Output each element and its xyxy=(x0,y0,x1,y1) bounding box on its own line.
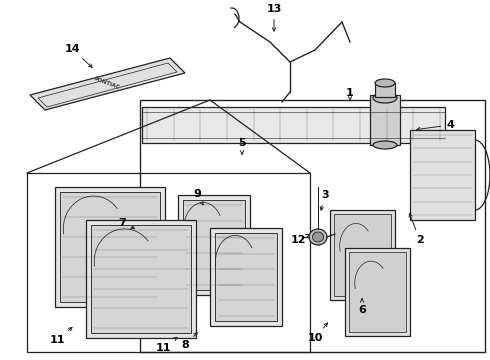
Polygon shape xyxy=(30,58,185,110)
Text: 11: 11 xyxy=(49,328,72,345)
Text: 7: 7 xyxy=(118,218,134,229)
Bar xyxy=(91,225,191,333)
Text: 5: 5 xyxy=(238,138,246,154)
Bar xyxy=(210,228,282,326)
Bar xyxy=(334,214,391,296)
Text: 6: 6 xyxy=(358,299,366,315)
Bar xyxy=(410,130,475,220)
Ellipse shape xyxy=(309,229,327,245)
Bar xyxy=(140,100,485,352)
Text: 9: 9 xyxy=(193,189,203,205)
Bar xyxy=(215,233,277,321)
Bar xyxy=(370,95,400,145)
Bar xyxy=(86,220,196,338)
Text: 13: 13 xyxy=(266,4,282,31)
Ellipse shape xyxy=(313,232,323,242)
Ellipse shape xyxy=(373,93,397,103)
Bar xyxy=(27,173,310,352)
Text: 3: 3 xyxy=(320,190,329,210)
Bar xyxy=(55,187,165,307)
Ellipse shape xyxy=(373,141,397,149)
Text: 1: 1 xyxy=(346,88,354,101)
Bar xyxy=(345,248,410,336)
Text: 11: 11 xyxy=(155,337,177,353)
Bar xyxy=(375,83,395,97)
Text: 14: 14 xyxy=(64,44,92,67)
Text: 10: 10 xyxy=(307,323,327,343)
Text: 2: 2 xyxy=(409,213,424,245)
Bar xyxy=(183,200,245,290)
Bar xyxy=(349,252,406,332)
Ellipse shape xyxy=(375,79,395,87)
Text: 8: 8 xyxy=(181,333,197,350)
Text: PONTIAC: PONTIAC xyxy=(93,76,121,90)
Bar xyxy=(142,107,445,143)
Text: 4: 4 xyxy=(417,120,454,131)
Bar xyxy=(330,210,395,300)
Text: 12: 12 xyxy=(290,234,309,245)
Bar xyxy=(178,195,250,295)
Bar xyxy=(60,192,160,302)
